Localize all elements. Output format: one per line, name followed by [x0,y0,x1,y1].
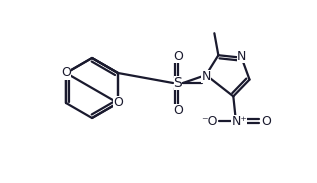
Text: ⁻O: ⁻O [201,115,217,128]
Text: O: O [173,49,183,63]
Text: O: O [262,115,271,128]
Text: O: O [173,104,183,117]
Text: N⁺: N⁺ [231,115,247,128]
Text: S: S [174,76,182,90]
Text: N: N [201,70,211,83]
Text: N: N [237,50,246,63]
Text: O: O [113,96,123,109]
Text: O: O [61,66,71,79]
